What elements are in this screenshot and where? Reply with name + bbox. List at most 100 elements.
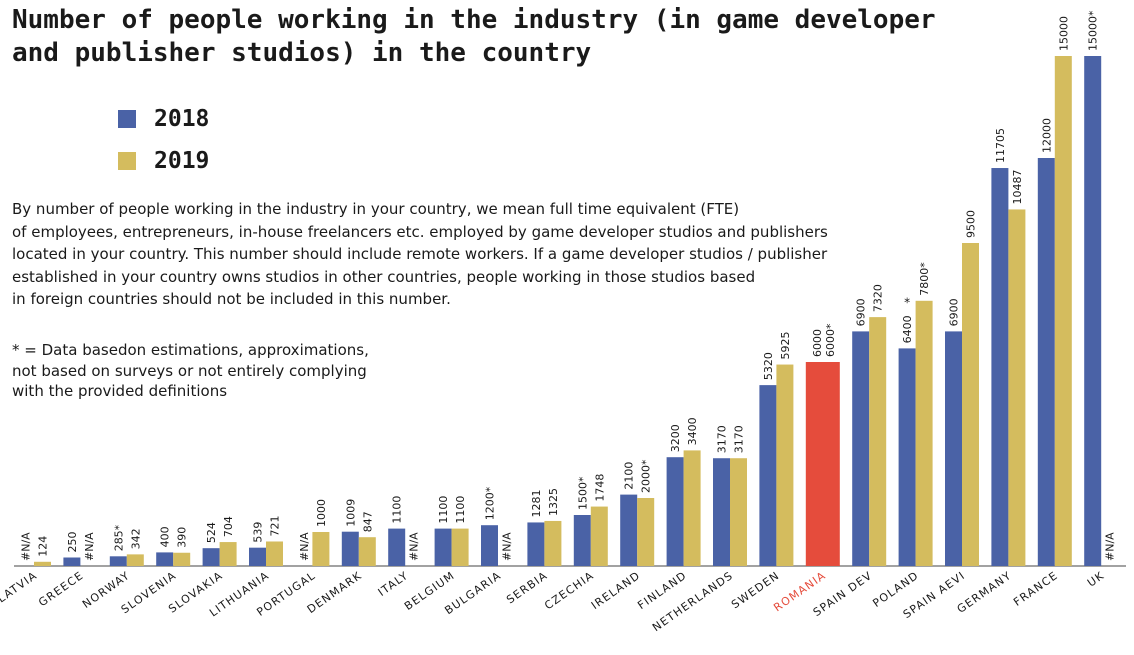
value-label-2019-romania: 6000* [824,323,837,357]
bar-2018-spain-dev [852,331,870,566]
value-label-2019-belgium: 1100 [454,496,467,524]
bar-2019-slovenia [173,552,191,566]
bar-2018-france [1037,158,1055,566]
value-label-2019-latvia: 124 [37,536,50,557]
bar-2018-uk [1084,56,1102,566]
value-label-2019-spain-aevi: 9500 [965,210,978,238]
value-label-2019-serbia: 1325 [547,488,560,516]
value-label-2019-uk: #N/A [1104,532,1117,561]
bar-2019-netherlands [730,458,747,566]
footnote-line: * = Data basedon estimations, approximat… [12,341,369,359]
value-label-2019-netherlands: 3170 [733,425,746,453]
value-label-2018-slovenia: 400 [159,526,172,547]
bar-2019-poland [915,300,933,566]
bar-2019-finland [683,450,701,566]
bar-2018-greece [63,557,81,566]
value-label-2018-uk: 15000* [1087,10,1100,51]
bar-2019-sweden [776,364,794,566]
definition-line: in foreign countries should not be inclu… [12,290,451,308]
definition-line: By number of people working in the indus… [12,200,740,218]
chart-title: Number of people working in the industry… [12,5,936,68]
value-label-2018-finland: 3200 [669,424,682,452]
value-label-2018-norway: 285* [112,524,125,551]
x-tick-label-greece: GREECE [36,569,86,609]
bar-2019-spain-dev [869,317,887,566]
x-tick-label-ireland: IRELAND [589,569,643,612]
value-label-2018-lithuania: 539 [252,522,265,543]
footnote-line: not based on surveys or not entirely com… [12,361,367,380]
annotation-poland: * [904,295,910,309]
value-label-2019-poland: 7800* [918,262,931,296]
legend-item-2018: 2018 [118,98,209,140]
bar-2019-lithuania [266,541,283,566]
value-label-2018-netherlands: 3170 [716,425,729,453]
bar-2019-spain-aevi [962,243,979,566]
value-label-2018-serbia: 1281 [530,489,543,517]
bar-2018-belgium [434,528,452,566]
value-label-2018-slovakia: 524 [205,522,218,543]
value-label-2019-ireland: 2000* [640,459,653,493]
bar-2019-denmark [358,537,376,566]
value-label-2019-czechia: 1748 [593,474,606,502]
bar-romania [805,362,840,566]
value-label-2018-sweden: 5320 [762,352,775,380]
bar-2018-italy [388,528,406,566]
definition-line: located in your country. This number sho… [12,245,828,263]
bar-2019-portugal [312,532,330,566]
value-label-2019-italy: #N/A [408,532,421,561]
value-label-2018-latvia: #N/A [20,532,33,561]
value-label-2018-spain-aevi: 6900 [948,298,961,326]
bar-2018-germany [991,168,1009,566]
value-label-2018-poland: 6400 [901,315,914,343]
bar-2018-serbia [527,522,545,566]
value-label-2019-slovenia: 390 [176,527,189,548]
value-label-2018-bulgaria: 1200* [484,486,497,520]
x-tick-label-france: FRANCE [1011,569,1060,609]
x-tick-label-italy: ITALY [376,569,411,599]
legend-swatch-2019 [118,152,136,170]
value-label-2019-france: 15000 [1057,16,1070,51]
value-label-2018-czechia: 1500* [576,476,589,510]
definition-line: established in your country owns studios… [12,267,756,286]
bar-2019-latvia [34,561,51,566]
value-label-2018-greece: 250 [66,532,79,553]
legend-swatch-2018 [118,110,136,128]
value-label-2018-romania: 6000 [811,329,824,357]
value-label-2019-portugal: 1000 [315,499,328,527]
x-tick-label-czechia: CZECHIA [542,569,596,613]
definition-note: By number of people working in the indus… [12,198,892,311]
footnote: * = Data basedon estimations, approximat… [12,340,412,402]
bar-2018-poland [898,348,916,566]
bar-2018-slovakia [202,548,220,566]
footnote-line: with the provided definitions [12,382,228,400]
bar-2019-serbia [544,520,562,566]
definition-line: of employees, entrepreneurs, in-house fr… [12,222,828,241]
bar-2018-slovenia [156,552,174,566]
value-label-2018-portugal: #N/A [298,532,311,561]
bar-2018-bulgaria [481,525,498,566]
legend-label-2018: 2018 [154,106,210,132]
value-label-2018-ireland: 2100 [623,462,636,490]
value-label-2018-denmark: 1009 [344,499,357,527]
value-label-2019-sweden: 5925 [779,332,792,360]
value-label-2018-germany: 11705 [994,128,1007,163]
value-label-2019-greece: #N/A [83,532,96,561]
legend-item-2019: 2019 [118,140,209,182]
bar-2019-france [1054,56,1072,566]
value-label-2018-france: 12000 [1040,118,1053,153]
value-label-2019-denmark: 847 [361,511,374,532]
bar-2018-sweden [759,385,777,566]
bar-2018-ireland [620,494,638,566]
bar-2019-ireland [637,498,655,566]
value-label-2019-bulgaria: #N/A [501,532,514,561]
bar-2018-lithuania [249,547,266,566]
legend-label-2019: 2019 [154,148,210,174]
x-tick-label-uk: UK [1085,569,1107,590]
bar-2019-czechia [590,506,608,566]
bar-2018-norway [109,556,127,566]
value-label-2019-finland: 3400 [686,417,699,445]
value-label-2018-italy: 1100 [391,496,404,524]
bar-2018-denmark [341,531,359,566]
value-label-2018-spain-dev: 6900 [855,298,868,326]
